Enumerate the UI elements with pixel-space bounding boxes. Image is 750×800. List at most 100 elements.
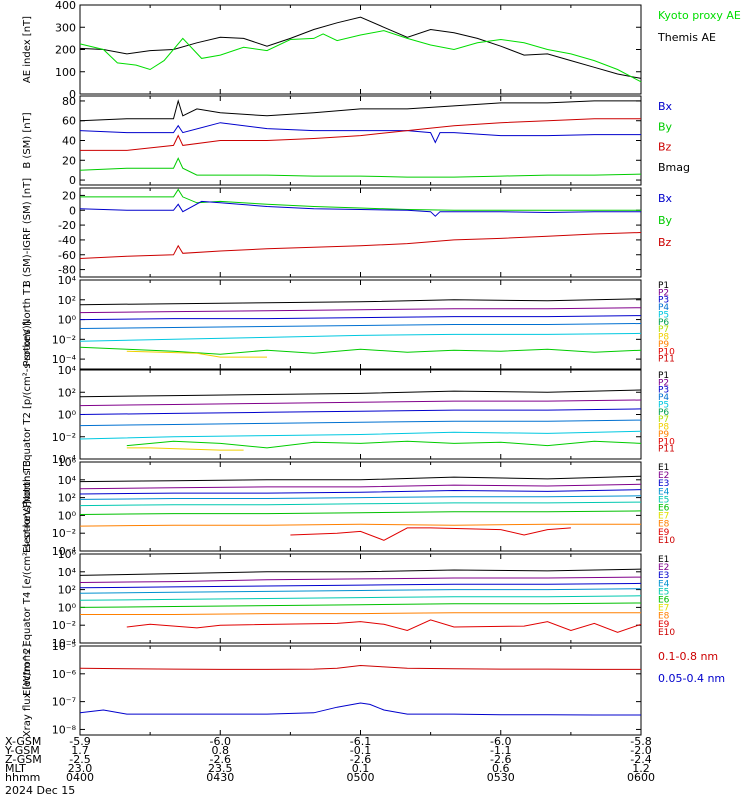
series-line-electrons_north-1 <box>79 483 642 490</box>
series-line-electrons_equator-0 <box>79 568 642 576</box>
legend-entry: E5 <box>658 587 669 597</box>
series-line-protons_equator-1 <box>79 399 642 407</box>
series-line-electrons_equator-5 <box>79 602 642 608</box>
footer-value: -2.6 <box>350 753 371 766</box>
footer-value: -1.1 <box>490 744 511 757</box>
y-tick-label: 10⁻² <box>52 431 76 444</box>
series-line-ae-0 <box>79 16 642 79</box>
series-line-electrons_equator-1 <box>79 576 642 583</box>
y-tick-label: -20 <box>58 219 76 232</box>
y-tick-label: 300 <box>55 21 76 34</box>
legend-entry: E2 <box>658 563 669 573</box>
series-line-electrons_equator-2 <box>79 582 642 589</box>
legend-entry: P1 <box>658 281 669 291</box>
series-line-electrons_north-0 <box>79 475 642 483</box>
footer-value: -0.1 <box>350 744 371 757</box>
footer-value: 0430 <box>206 771 234 784</box>
series-line-protons_equator-5 <box>126 440 642 449</box>
legend-entry: E7 <box>658 604 669 614</box>
y-tick-label: 10⁰ <box>58 314 77 327</box>
series-line-b_igrf-1 <box>79 200 641 217</box>
series-line-b_sm-2 <box>80 118 641 151</box>
legend-entry: E5 <box>658 495 669 505</box>
legend-entry: Themis AE <box>657 31 716 44</box>
y-tick-label: 20 <box>62 189 76 202</box>
y-tick-label: 10⁶ <box>58 548 77 561</box>
legend-entry: Bx <box>658 192 673 205</box>
series-line-protons_equator-0 <box>79 389 642 398</box>
legend-entry: E4 <box>658 579 670 589</box>
footer-row-label: Y-GSM <box>4 744 40 757</box>
legend-entry: E8 <box>658 520 670 530</box>
legend-entry: P11 <box>658 355 675 365</box>
y-tick-label: 0 <box>69 174 76 187</box>
footer-value: 1.7 <box>71 744 89 757</box>
footer-row-label: hhmm <box>5 771 40 784</box>
legend-entry: By <box>658 214 673 227</box>
legend-entry: P11 <box>658 445 675 455</box>
legend-entry: P3 <box>658 386 669 396</box>
legend-entry: E1 <box>658 555 669 565</box>
series-line-electrons_north-5 <box>79 510 642 515</box>
y-tick-label: 10⁴ <box>58 274 77 287</box>
legend-entry: P7 <box>658 415 669 425</box>
legend-entry: E4 <box>658 487 670 497</box>
legend-entry: E10 <box>658 536 675 546</box>
y-tick-label: 10⁻² <box>52 619 76 632</box>
footer-value: 0500 <box>347 771 375 784</box>
footer-value: -5.8 <box>630 735 651 748</box>
y-tick-label: 10⁻⁸ <box>52 723 77 736</box>
y-tick-label: 10⁻⁴ <box>52 453 77 466</box>
legend-entry: P2 <box>658 378 669 388</box>
y-tick-label: -80 <box>58 264 76 277</box>
y-tick-label: -60 <box>58 249 76 262</box>
series-line-protons_north-2 <box>79 315 642 321</box>
panel-ylabel: Electrons Equator T4 [e/(cm²-s-sr-keV)] <box>22 501 33 696</box>
series-line-protons_north-4 <box>79 332 642 342</box>
y-tick-label: 10⁰ <box>58 601 77 614</box>
y-tick-label: 100 <box>55 66 76 79</box>
panel-ylabel: B (SM) [nT] <box>22 112 33 168</box>
panel-ylabel: B (SM)-IGRF (SM) [nT] <box>22 178 33 287</box>
y-tick-label: 10⁻⁴ <box>52 545 77 558</box>
legend-entry: P3 <box>658 296 669 306</box>
footer-value: -2.6 <box>490 753 511 766</box>
footer-date: 2024 Dec 15 <box>5 784 75 797</box>
y-tick-label: 400 <box>55 0 76 12</box>
legend-entry: P9 <box>658 430 669 440</box>
footer-row-label: X-GSM <box>5 735 41 748</box>
legend-entry: E6 <box>658 504 670 514</box>
legend-entry: By <box>658 120 673 133</box>
y-tick-label: 10⁻⁴ <box>52 353 77 366</box>
legend-entry: Bz <box>658 236 672 249</box>
series-line-protons_equator-4 <box>79 430 642 440</box>
y-tick-label: 0 <box>69 88 76 101</box>
series-line-electrons_north-4 <box>79 501 642 507</box>
y-tick-label: 40 <box>62 135 76 148</box>
series-line-electrons_north-6 <box>79 523 641 527</box>
legend-entry: E6 <box>658 596 670 606</box>
y-tick-label: 80 <box>62 95 76 108</box>
footer-value: 0.1 <box>352 762 370 775</box>
series-line-electrons_equator-7 <box>126 619 642 633</box>
legend-entry: P4 <box>658 393 669 403</box>
series-line-protons_north-6 <box>126 350 267 358</box>
series-line-electrons_equator-3 <box>79 588 642 594</box>
legend-entry: Bmag <box>658 161 690 174</box>
series-line-protons_equator-6 <box>126 447 244 451</box>
legend-entry: P6 <box>658 408 669 418</box>
series-line-electrons_north-2 <box>79 489 642 495</box>
series-line-protons_equator-3 <box>79 419 642 427</box>
footer-value: 0530 <box>487 771 515 784</box>
footer-value: 23.5 <box>208 762 233 775</box>
footer-value: 0400 <box>66 771 94 784</box>
legend-entry: P8 <box>658 333 669 343</box>
panel-frame-electrons_equator <box>79 553 642 644</box>
panel-ylabel: Protons Equator T2 [p/(cm²-s-sr-keV)] <box>22 321 33 508</box>
legend-entry: P10 <box>658 347 675 357</box>
panel-ylabel: Xray flux [W/m^2] <box>22 644 33 738</box>
series-line-electrons_north-7 <box>290 527 571 541</box>
footer-value: -6.0 <box>210 735 231 748</box>
series-line-protons_north-0 <box>79 298 642 306</box>
